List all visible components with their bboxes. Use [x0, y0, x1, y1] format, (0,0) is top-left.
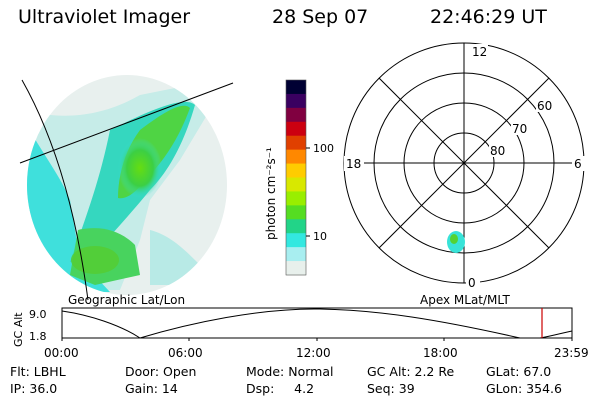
colorbar-swatch: [286, 205, 306, 220]
timeline-xtick: 00:00: [44, 346, 79, 360]
colorbar-swatch: [286, 261, 306, 276]
mlt-label-6: 6: [574, 157, 582, 171]
glon-readout: GLon: 354.6: [486, 381, 562, 396]
altitude-curve: [61, 308, 573, 339]
timeline-xtick: 23:59: [554, 346, 589, 360]
colorbar-swatch: [286, 80, 306, 95]
colorbar-unit-label: photon cm⁻²s⁻¹: [264, 147, 278, 240]
timeline-xtick: 12:00: [296, 346, 331, 360]
door-readout: Door: Open: [125, 364, 197, 379]
geographic-image: [19, 75, 234, 301]
mlt-label-18: 18: [346, 157, 361, 171]
altitude-timeline: GC Alt 9.0 1.8 00:00 06:00 12:00 18:00 2…: [12, 307, 589, 360]
colorbar-tick-label: 100: [313, 142, 334, 155]
timeline-xtick: 18:00: [423, 346, 458, 360]
colorbar-swatch: [286, 177, 306, 192]
colorbar-tick-label: 10: [313, 230, 327, 243]
timeline-ylabel: GC Alt: [12, 312, 25, 347]
observation-time: 22:46:29 UT: [430, 6, 547, 28]
gc-alt-readout: GC Alt: 2.2 Re: [367, 364, 455, 379]
colorbar-swatch: [286, 247, 306, 262]
colorbar-swatch: [286, 135, 306, 151]
ip-readout: IP: 36.0: [10, 381, 58, 396]
seq-readout: Seq: 39: [367, 381, 415, 396]
instrument-title: Ultraviolet Imager: [18, 6, 191, 28]
apex-label: Apex MLat/MLT: [420, 293, 510, 307]
mode-readout: Mode: Normal: [246, 364, 334, 379]
mlat-label-60: 60: [537, 99, 552, 113]
timeline-ytick: 1.8: [29, 330, 47, 343]
colorbar-swatch: [286, 93, 306, 109]
gain-readout: Gain: 14: [125, 381, 178, 396]
filter-readout: Flt: LBHL: [10, 364, 66, 379]
polar-aurora-patch: [447, 231, 465, 253]
mlt-label-0: 0: [468, 276, 476, 290]
timeline-xtick: 06:00: [168, 346, 203, 360]
colorbar-swatch: [286, 191, 306, 206]
intensity-colorbar: 100 10 photon cm⁻²s⁻¹: [264, 79, 334, 276]
lat-lon-gridline: [19, 82, 234, 164]
colorbar-swatch: [286, 163, 306, 178]
glat-readout: GLat: 67.0: [486, 364, 552, 379]
dsp-readout: Dsp: 4.2: [246, 381, 315, 396]
observation-date: 28 Sep 07: [272, 6, 369, 28]
colorbar-swatch: [286, 233, 306, 248]
polar-plot: 12 6 0 18 60 70 80: [343, 42, 586, 290]
mlat-label-70: 70: [512, 122, 527, 136]
lat-lon-gridline: [21, 79, 89, 301]
geographic-label: Geographic Lat/Lon: [68, 293, 185, 307]
timeline-ytick: 9.0: [29, 308, 47, 321]
colorbar-swatch: [286, 149, 306, 165]
colorbar-swatch: [286, 219, 306, 234]
mlat-label-80: 80: [490, 144, 505, 158]
colorbar-swatch: [286, 107, 306, 123]
mlt-label-12: 12: [472, 45, 487, 59]
colorbar-swatch: [286, 121, 306, 137]
